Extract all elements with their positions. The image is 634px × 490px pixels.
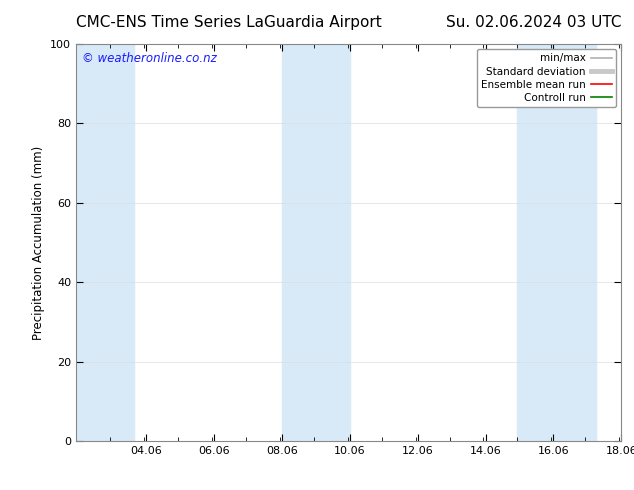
Legend: min/max, Standard deviation, Ensemble mean run, Controll run: min/max, Standard deviation, Ensemble me… (477, 49, 616, 107)
Text: Su. 02.06.2024 03 UTC: Su. 02.06.2024 03 UTC (446, 15, 621, 30)
Bar (517, 44, 595, 441)
Y-axis label: Precipitation Accumulation (mm): Precipitation Accumulation (mm) (32, 146, 44, 340)
Bar (76, 44, 134, 441)
Text: © weatheronline.co.nz: © weatheronline.co.nz (82, 52, 216, 65)
Text: CMC-ENS Time Series LaGuardia Airport: CMC-ENS Time Series LaGuardia Airport (76, 15, 382, 30)
Bar (282, 44, 350, 441)
